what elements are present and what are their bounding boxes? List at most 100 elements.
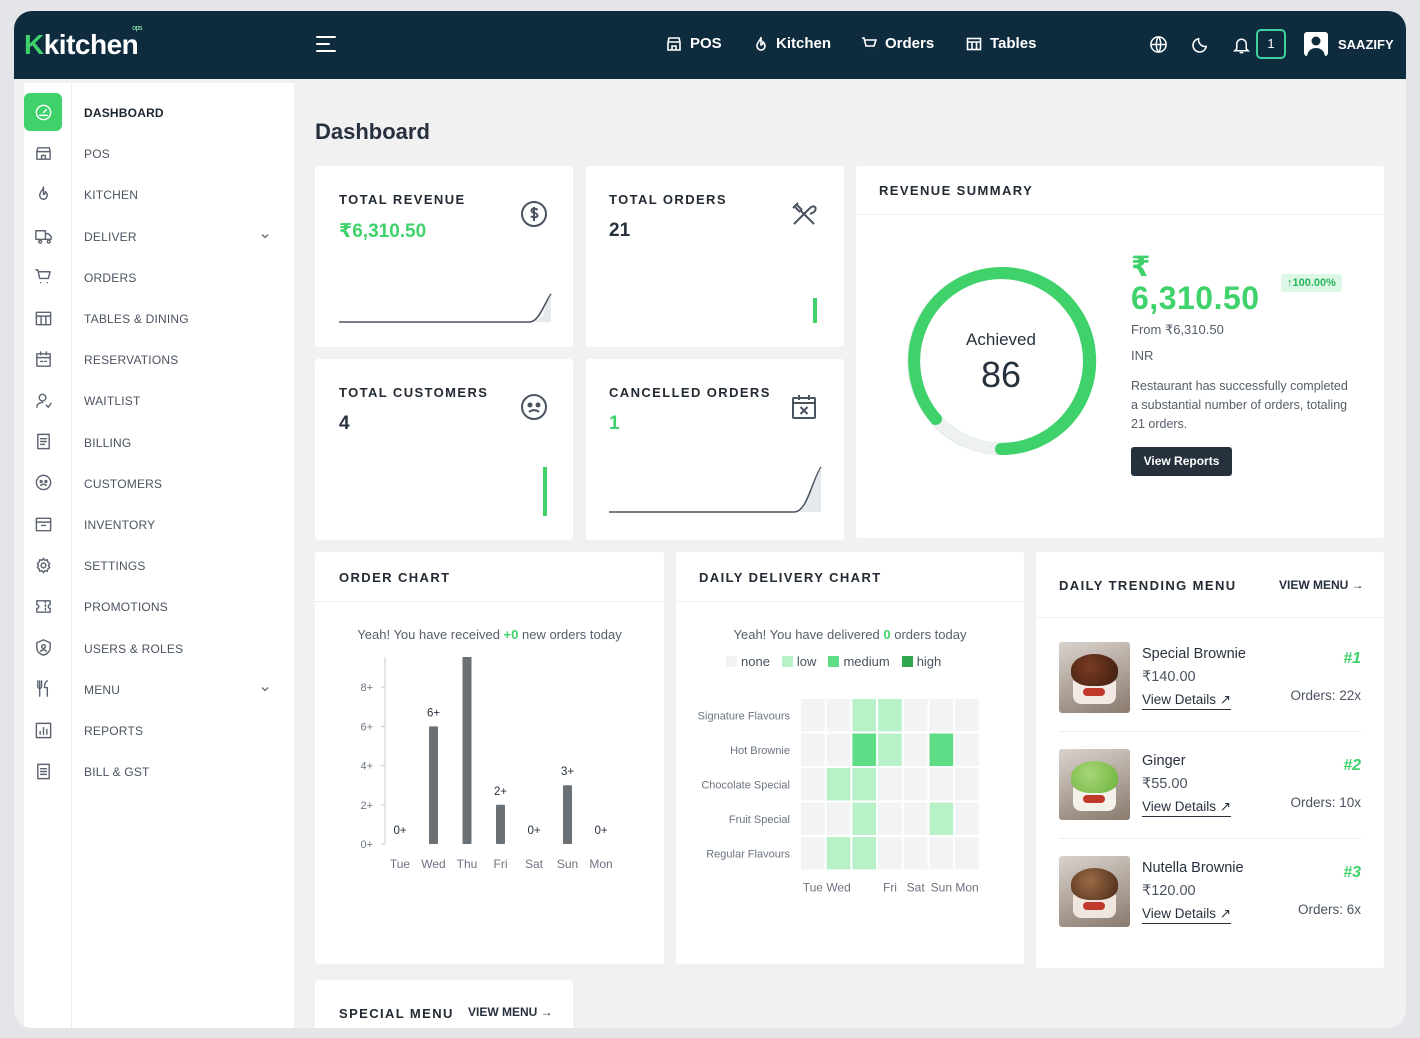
y-tick-label: 2+ — [360, 800, 373, 812]
revenue-sparkline — [339, 293, 552, 323]
heat-cell — [852, 837, 877, 870]
cart-icon — [862, 36, 877, 51]
bell-icon[interactable] — [1232, 35, 1251, 55]
view-details-link[interactable]: View Details ↗ — [1142, 906, 1232, 924]
heat-cell — [955, 733, 979, 766]
topnav-orders[interactable]: Orders — [861, 35, 934, 52]
flame-icon — [24, 175, 62, 213]
heat-cell — [878, 733, 902, 766]
trending-item-price: ₹55.00 — [1142, 776, 1188, 792]
sidebar-item-dashboard[interactable]: DASHBOARD — [24, 93, 294, 133]
trending-rank: #1 — [1343, 650, 1361, 667]
sidebar-item-label: CUSTOMERS — [84, 476, 163, 491]
cancelled-sparkline — [609, 466, 822, 513]
sidebar-item-deliver[interactable]: DELIVER — [24, 217, 294, 257]
row-label: Hot Brownie — [730, 745, 790, 757]
view-reports-button[interactable]: View Reports — [1131, 447, 1232, 476]
heat-cell — [929, 837, 954, 870]
moon-icon[interactable] — [1191, 35, 1210, 54]
delivery-heatmap: Signature Flavours Hot Brownie Chocolate S… — [698, 699, 979, 895]
x-tick-label: Sat — [525, 857, 544, 871]
sidebar-item-bill-gst[interactable]: BILL & GST — [24, 752, 294, 792]
sidebar-item-label: BILL & GST — [84, 765, 150, 780]
view-details-link[interactable]: View Details ↗ — [1142, 799, 1232, 817]
notification-badge[interactable]: 1 — [1256, 29, 1286, 59]
heat-cell — [903, 837, 928, 870]
heat-cell — [903, 699, 928, 732]
total-revenue-label: TOTAL REVENUE — [339, 192, 466, 207]
total-customers-card: TOTAL CUSTOMERS 4 — [315, 359, 573, 540]
sidebar-item-promotions[interactable]: PROMOTIONS — [24, 587, 294, 627]
x-tick-label: Wed — [826, 881, 850, 895]
x-tick-label: Tue — [803, 881, 824, 895]
revenue-currency: INR — [1131, 348, 1154, 363]
sidebar-item-label: PROMOTIONS — [84, 600, 169, 615]
heat-cell — [955, 699, 979, 732]
x-tick-label: Mon — [589, 857, 612, 871]
chevron-down-icon[interactable] — [260, 231, 270, 241]
divider — [1059, 731, 1361, 732]
cart-icon — [24, 258, 62, 296]
sidebar-item-pos[interactable]: POS — [24, 134, 294, 174]
user-menu[interactable]: SAAZIFY — [1304, 32, 1394, 56]
view-details-link[interactable]: View Details ↗ — [1142, 692, 1232, 710]
utensils-icon — [24, 670, 62, 708]
sidebar-item-label: BILLING — [84, 435, 132, 450]
y-tick-label: 6+ — [360, 721, 373, 733]
heat-cell — [826, 768, 851, 801]
revenue-change-badge: ↑100.00% — [1281, 274, 1342, 292]
sidebar-item-orders[interactable]: ORDERS — [24, 258, 294, 298]
legend-item-high: high — [901, 654, 941, 669]
avatar — [1304, 32, 1328, 56]
sidebar-item-billing[interactable]: BILLING — [24, 423, 294, 463]
divider — [856, 214, 1384, 215]
cancelled-orders-label: CANCELLED ORDERS — [609, 385, 771, 400]
sidebar-item-tables-dining[interactable]: TABLES & DINING — [24, 299, 294, 339]
brand-logo[interactable]: Kkitchenops — [24, 24, 143, 60]
trending-view-menu-link[interactable]: VIEW MENU → — [1279, 578, 1364, 592]
delivery-chart-subtitle: Yeah! You have delivered 0 orders today — [733, 627, 967, 642]
trending-menu-card: DAILY TRENDING MENU VIEW MENU → Special … — [1036, 552, 1384, 968]
sidebar-item-menu[interactable]: MENU — [24, 670, 294, 710]
chart-icon — [24, 711, 62, 749]
revenue-summary-title: REVENUE SUMMARY — [879, 183, 1034, 198]
y-tick-label: 4+ — [360, 761, 373, 773]
legend-item-low: low — [781, 654, 816, 669]
heat-cell — [929, 699, 954, 732]
customers-indicator-bar — [543, 467, 547, 516]
x-tick-label: Wed — [421, 857, 445, 871]
sidebar-item-label: RESERVATIONS — [84, 353, 179, 368]
box-icon — [24, 505, 62, 543]
sidebar-item-inventory[interactable]: INVENTORY — [24, 505, 294, 545]
dollar-circle-icon — [521, 201, 547, 227]
trending-item-name: Ginger — [1142, 753, 1186, 769]
topnav-pos[interactable]: POS — [666, 35, 722, 52]
sidebar-item-label: REPORTS — [84, 724, 144, 738]
topnav-tables[interactable]: Tables — [966, 35, 1036, 52]
sidebar-item-customers[interactable]: CUSTOMERS — [24, 464, 294, 504]
delivery-chart-title: DAILY DELIVERY CHART — [699, 570, 882, 585]
heat-cell — [801, 733, 825, 766]
sidebar-item-waitlist[interactable]: WAITLIST — [24, 381, 294, 421]
heat-cell — [878, 802, 902, 835]
trending-orders: Orders: 6x — [1297, 902, 1361, 917]
sidebar-item-reservations[interactable]: RESERVATIONS — [24, 340, 294, 380]
x-tick-label: Sun — [931, 881, 952, 895]
globe-icon[interactable] — [1149, 35, 1168, 54]
receipt-icon — [24, 423, 62, 461]
sidebar-item-users-roles[interactable]: USERS & ROLES — [24, 629, 294, 669]
revenue-summary-card: REVENUE SUMMARY Achieved 86 ₹ 6,310.50 ↑… — [856, 166, 1384, 538]
total-orders-value: 21 — [609, 220, 631, 241]
shield-icon — [24, 629, 62, 667]
sidebar-item-reports[interactable]: REPORTS — [24, 711, 294, 751]
chevron-down-icon[interactable] — [260, 684, 270, 694]
truck-icon — [24, 217, 62, 255]
menu-toggle-icon[interactable] — [316, 36, 336, 54]
topnav-kitchen[interactable]: Kitchen — [754, 35, 831, 52]
store-icon — [24, 134, 62, 172]
sidebar-item-kitchen[interactable]: KITCHEN — [24, 175, 294, 215]
special-view-menu-link[interactable]: VIEW MENU → — [468, 1005, 553, 1019]
legend-item-medium: medium — [828, 654, 890, 669]
sidebar-item-settings[interactable]: SETTINGS — [24, 546, 294, 586]
heat-cell — [955, 802, 979, 835]
